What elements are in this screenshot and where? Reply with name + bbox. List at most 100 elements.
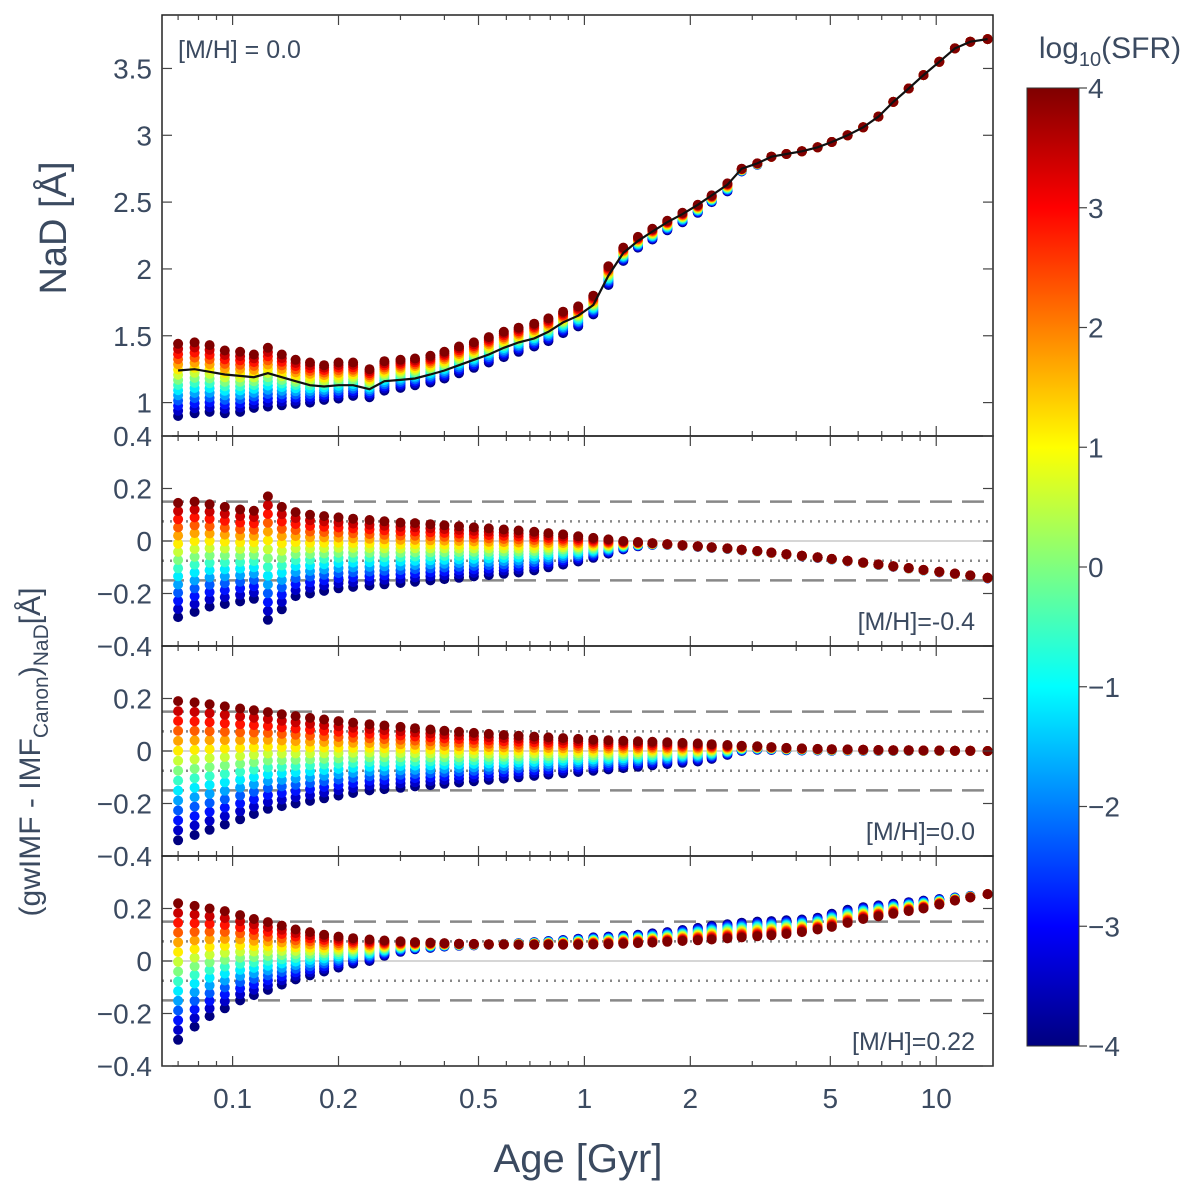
data-point [189, 900, 200, 911]
data-point [173, 825, 184, 836]
colorbar-tick-label: 0 [1088, 552, 1104, 583]
data-point [276, 709, 287, 720]
data-point [204, 957, 215, 968]
data-point [647, 223, 658, 234]
data-point [189, 801, 200, 812]
y-tick-label: −0.2 [97, 579, 152, 610]
data-point [903, 906, 914, 917]
data-point [618, 735, 629, 746]
data-point [348, 513, 359, 524]
y-tick-label: −0.2 [97, 999, 152, 1030]
bottom-y-axis-label-sub2: NaD [30, 624, 53, 666]
data-point [262, 762, 273, 773]
data-point [364, 364, 375, 375]
data-point [189, 811, 200, 822]
data-point [262, 570, 273, 581]
data-point [918, 564, 929, 575]
data-point [603, 939, 614, 950]
data-point [276, 596, 287, 607]
data-point [262, 500, 273, 511]
data-point [319, 511, 330, 522]
data-point [219, 557, 230, 568]
data-point [219, 913, 230, 924]
data-point [633, 938, 643, 949]
data-point [498, 326, 509, 337]
data-point [319, 360, 330, 371]
data-point [262, 526, 273, 537]
data-point [379, 720, 390, 731]
data-point [543, 313, 554, 324]
data-point [873, 559, 884, 570]
data-point [276, 501, 287, 512]
colorbar-tick-label: −1 [1088, 672, 1120, 703]
data-point [965, 892, 976, 903]
data-point [189, 528, 200, 539]
data-point [248, 712, 259, 723]
data-point [219, 571, 230, 582]
data-point [204, 918, 215, 929]
data-point [647, 736, 658, 747]
data-point [454, 341, 464, 352]
data-point [219, 522, 230, 533]
data-point [454, 938, 464, 949]
data-point [173, 538, 184, 549]
data-point [888, 908, 899, 919]
data-point [219, 752, 230, 762]
data-point [204, 934, 215, 945]
data-point [204, 965, 215, 975]
data-point [439, 346, 450, 357]
bottom-y-axis-label-main: (gwIMF - IMF [14, 738, 47, 916]
data-point [189, 773, 200, 784]
data-point [410, 518, 420, 529]
colorbar-label-end: (SFR) [1101, 32, 1181, 65]
data-point [204, 762, 215, 772]
data-point [189, 944, 200, 954]
y-tick-label: −0.2 [97, 789, 152, 820]
data-point [219, 718, 230, 729]
x-tick-label: 0.2 [319, 1083, 358, 1114]
data-point [248, 720, 259, 731]
data-point [276, 604, 287, 615]
data-point [558, 306, 569, 317]
data-point [276, 531, 287, 542]
data-point [677, 737, 688, 748]
y-tick-label: 1.5 [113, 321, 152, 352]
y-tick-label: 1 [136, 388, 152, 419]
data-point [262, 790, 273, 800]
data-point [189, 935, 200, 946]
data-point [173, 795, 184, 806]
data-point [189, 969, 200, 980]
data-point [248, 749, 259, 760]
data-point [982, 572, 993, 583]
data-point [858, 557, 869, 568]
data-point [248, 757, 259, 768]
scatter-points [173, 491, 993, 625]
data-point [262, 544, 273, 555]
y-tick-label: 0 [136, 736, 152, 767]
data-point [439, 520, 450, 531]
data-point [918, 745, 929, 756]
y-tick-label: −0.4 [97, 841, 152, 872]
data-point [826, 744, 837, 755]
data-point [248, 794, 259, 805]
colorbar-label-sub: 10 [1079, 49, 1101, 71]
data-point [189, 706, 200, 717]
data-point [498, 524, 509, 535]
data-point [235, 719, 246, 730]
data-point [812, 552, 823, 563]
data-point [219, 940, 230, 951]
data-point [173, 927, 184, 938]
data-point [173, 571, 184, 582]
data-point [219, 954, 230, 965]
data-point [189, 606, 200, 617]
data-point [173, 1034, 184, 1045]
data-point [262, 748, 273, 759]
data-point [204, 708, 215, 719]
y-tick-label: 0 [136, 526, 152, 557]
panel-annotation: [M/H]=0.22 [852, 1028, 975, 1056]
data-point [276, 509, 287, 520]
colorbar-tick-label: −3 [1088, 911, 1120, 942]
data-point [781, 742, 792, 753]
y-tick-label: 0.2 [113, 474, 152, 505]
data-point [189, 763, 200, 774]
